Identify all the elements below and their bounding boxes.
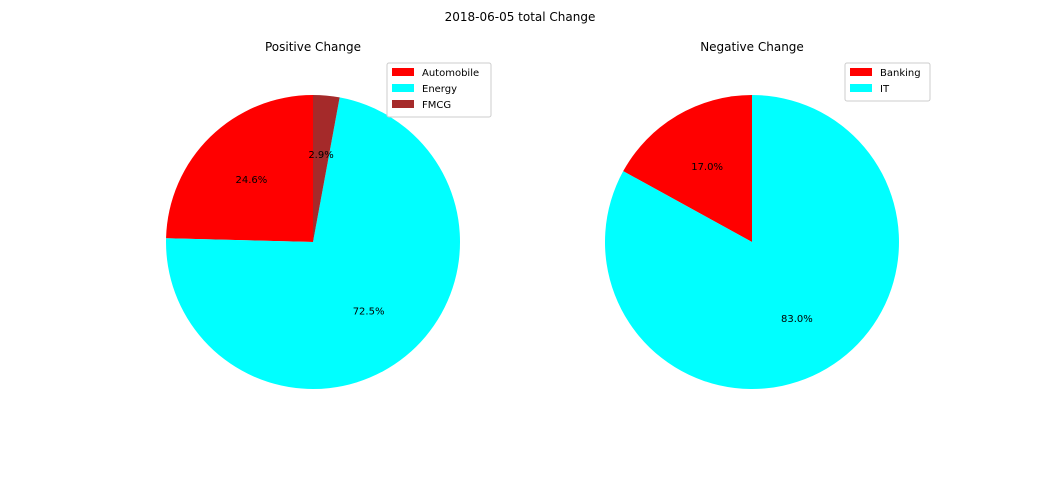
legend-swatch-it — [850, 84, 872, 92]
pie-slice-fmcg — [313, 95, 340, 242]
legend-swatch-energy — [392, 84, 414, 92]
pie-label-energy: 72.5% — [353, 306, 385, 317]
chart-title: Positive Change — [265, 40, 361, 54]
pie-slice-automobile — [166, 95, 313, 242]
pie-label-banking: 17.0% — [691, 162, 723, 173]
pie-label-automobile: 24.6% — [236, 175, 268, 186]
chart-legend: Banking IT — [844, 62, 931, 102]
figure-suptitle: 2018-06-05 total Change — [445, 10, 596, 24]
legend-swatch-automobile — [392, 68, 414, 76]
legend-swatch-fmcg — [392, 100, 414, 108]
legend-label-energy: Energy — [422, 84, 457, 95]
pie-slice-banking — [623, 95, 752, 242]
legend-label-fmcg: FMCG — [422, 100, 451, 111]
pie-chart-1: Positive Change 24.6% 72.5% 2.9% Automobile E… — [166, 40, 492, 389]
pie-slice-it — [604, 95, 899, 389]
pie-slice-energy — [166, 97, 461, 389]
pie-label-fmcg: 2.9% — [308, 150, 333, 161]
chart-title: Negative Change — [700, 40, 804, 54]
pie-chart-2: Negative Change 17.0% 83.0% Banking IT — [604, 40, 931, 389]
charts-container: Positive Change 24.6% 72.5% 2.9% Automobile E… — [166, 40, 931, 389]
legend-label-banking: Banking — [880, 68, 921, 79]
chart-legend: Automobile Energy FMCG — [386, 62, 492, 118]
legend-label-automobile: Automobile — [422, 68, 479, 79]
legend-swatch-banking — [850, 68, 872, 76]
legend-label-it: IT — [880, 84, 890, 95]
pie-label-it: 83.0% — [781, 314, 813, 325]
